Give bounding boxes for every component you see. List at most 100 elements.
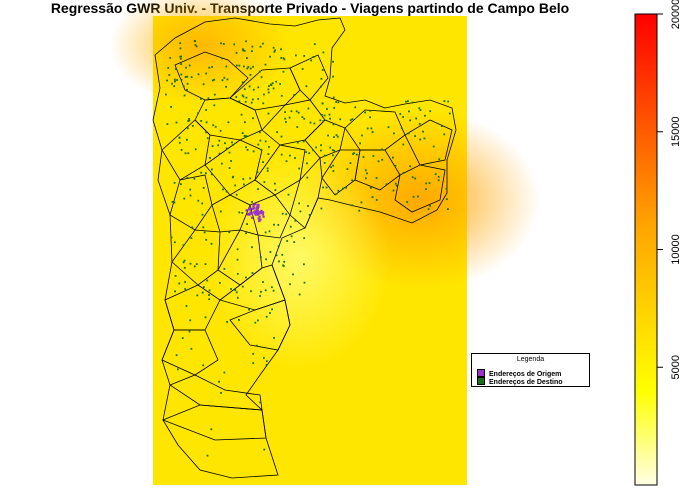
destination-point (179, 55, 182, 58)
destination-point (262, 42, 264, 45)
destination-point (322, 120, 325, 122)
destination-point (441, 125, 443, 127)
destination-point (219, 210, 222, 213)
destination-point (243, 135, 246, 137)
destination-point (168, 74, 171, 76)
destination-point (210, 428, 213, 431)
destination-points (165, 40, 451, 457)
destination-point (303, 281, 306, 284)
destination-point (222, 43, 225, 45)
destination-point (256, 171, 259, 174)
destination-point (381, 148, 383, 151)
destination-point (366, 172, 368, 175)
destination-point (243, 183, 245, 186)
destination-point (220, 392, 222, 394)
destination-point (293, 94, 295, 96)
destination-point (327, 134, 329, 137)
destination-point (412, 195, 415, 198)
destination-point (178, 282, 181, 285)
district-polygon (161, 119, 211, 181)
destination-point (313, 43, 316, 45)
destination-point (392, 189, 395, 192)
destination-point (306, 162, 308, 165)
destination-point (186, 138, 188, 141)
destination-point (437, 179, 440, 182)
destination-point (333, 149, 336, 152)
destination-point (268, 230, 271, 233)
destination-point (351, 118, 354, 121)
destination-point (385, 183, 388, 186)
destination-point (260, 148, 263, 151)
destination-point (205, 72, 208, 75)
origin-point (245, 209, 248, 212)
destination-point (241, 212, 244, 214)
destination-point (252, 352, 255, 355)
destination-point (166, 79, 168, 82)
destination-point (189, 319, 192, 322)
destination-point (234, 289, 237, 291)
destination-point (309, 121, 312, 124)
legend-origin-label: Endereços de Origem (489, 371, 562, 378)
origin-point (260, 211, 263, 214)
destination-point (411, 101, 414, 104)
destination-point (285, 160, 288, 163)
destination-point (171, 82, 173, 85)
destination-point (243, 65, 245, 68)
destination-point (166, 123, 169, 125)
destination-point (358, 209, 361, 212)
destination-point (182, 244, 185, 247)
destination-point (263, 448, 266, 451)
destination-point (411, 176, 414, 179)
destination-point (307, 205, 309, 207)
origin-point (257, 210, 260, 213)
destination-point (196, 294, 199, 297)
destination-point (228, 231, 231, 234)
destination-point (183, 94, 186, 97)
destination-point (200, 120, 203, 122)
destination-point (289, 154, 291, 157)
destination-point (252, 65, 254, 68)
destination-point (211, 79, 214, 82)
legend-title: Legenda (516, 356, 545, 363)
destination-point (400, 127, 403, 130)
destination-point (267, 112, 270, 115)
origin-point (254, 213, 257, 216)
destination-point (354, 106, 357, 109)
destination-point (257, 98, 260, 100)
destination-point (292, 273, 294, 276)
destination-point (223, 76, 226, 79)
origin-swatch (477, 369, 485, 377)
destination-point (242, 178, 245, 180)
destination-point (249, 177, 252, 180)
destination-point (275, 80, 278, 83)
origin-point (257, 205, 260, 208)
destination-point (321, 69, 324, 71)
destination-point (320, 144, 322, 147)
legend-destination-label: Endereços de Destino (489, 379, 563, 386)
destination-point (210, 173, 213, 176)
district-polygon (174, 51, 249, 101)
destination-point (282, 265, 285, 267)
destination-point (275, 254, 278, 257)
destination-point (195, 45, 198, 48)
destination-point (183, 197, 186, 200)
origin-point (249, 207, 252, 210)
origin-point (255, 211, 258, 215)
destination-point (244, 121, 246, 124)
destination-point (193, 265, 196, 268)
destination-point (360, 201, 363, 204)
destination-point (200, 98, 202, 100)
destination-point (235, 193, 238, 196)
district-polygon (204, 139, 263, 196)
destination-point (409, 165, 412, 168)
destination-point (287, 193, 290, 196)
destination-point (298, 293, 301, 296)
destination-point (336, 135, 339, 138)
destination-point (320, 149, 322, 152)
destination-point (335, 193, 338, 195)
destination-point (268, 85, 270, 87)
destination-point (174, 290, 176, 293)
destination-point (202, 83, 205, 86)
destination-point (351, 179, 353, 182)
destination-point (249, 67, 252, 70)
